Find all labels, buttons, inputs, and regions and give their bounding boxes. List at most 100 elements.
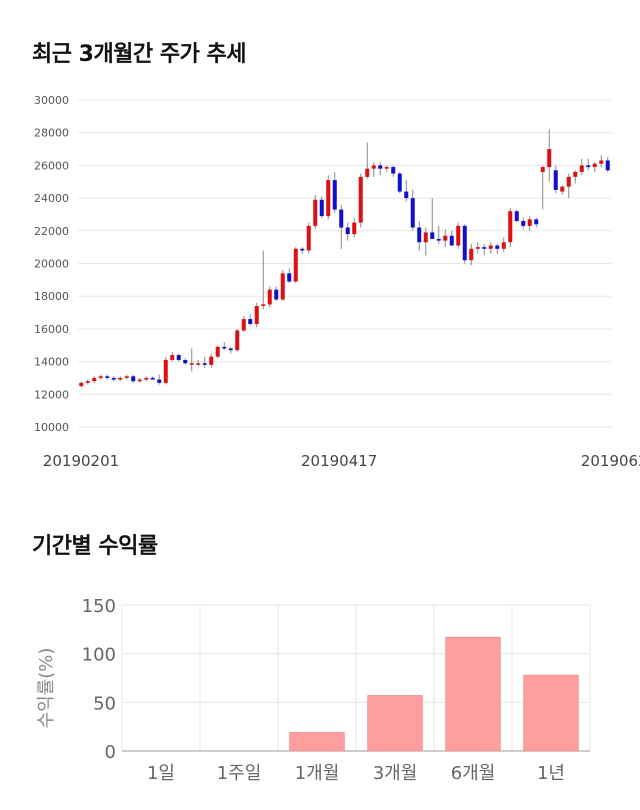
candle-body [430, 232, 435, 239]
candle-body [521, 220, 526, 226]
candle-body [313, 199, 318, 226]
candle-body [527, 219, 532, 226]
candle-body [92, 377, 97, 382]
candle [163, 356, 168, 385]
candle-body [482, 247, 487, 249]
candle [527, 216, 532, 231]
candle-body [371, 165, 376, 169]
candle-body [241, 319, 246, 331]
candle [131, 374, 136, 383]
candle-body [352, 222, 357, 235]
candle [521, 217, 526, 230]
candle-body [196, 363, 201, 365]
returns-bar [289, 732, 345, 752]
returns-grid [121, 604, 591, 752]
candle-body [475, 247, 480, 249]
candle-body [326, 180, 331, 217]
candle [92, 376, 97, 383]
candle [98, 374, 103, 380]
candle-body [586, 165, 591, 168]
candle [514, 209, 519, 223]
candle [306, 222, 311, 254]
returns-y-axis: 0 50 100 150 [82, 596, 116, 763]
candle-body [339, 209, 344, 228]
candle [261, 250, 266, 310]
candle [150, 376, 155, 380]
candle-body [319, 199, 324, 217]
candle [85, 379, 90, 385]
returns-bar [523, 674, 579, 752]
candle [371, 162, 376, 177]
candle [228, 346, 233, 354]
candle [189, 348, 194, 372]
candle-body [384, 167, 389, 169]
candle [287, 268, 292, 284]
returns-x-tick-label: 3개월 [373, 763, 418, 784]
candle [417, 220, 422, 251]
candlestick-y-tick-label: 28000 [34, 127, 69, 140]
candle [137, 377, 142, 383]
candle-body [267, 289, 272, 305]
candlestick-chart: 10000 12000 14000 16000 18000 20000 22000 24000… [34, 94, 640, 470]
candle-body [599, 160, 604, 164]
candle [540, 165, 545, 210]
candle [176, 353, 181, 362]
candle-body [144, 377, 149, 380]
candlestick-grid [78, 99, 611, 428]
candle-body [508, 211, 513, 243]
candle-body [176, 355, 181, 360]
returns-bars [289, 636, 579, 752]
candle-body [540, 167, 545, 172]
candle [501, 237, 506, 253]
candle [345, 222, 350, 241]
candle [267, 286, 272, 308]
returns-y-tick-label: 0 [105, 742, 116, 763]
candle-body [566, 176, 571, 187]
candle [124, 374, 129, 380]
candle [274, 286, 279, 302]
candle-body [443, 235, 448, 241]
candle-body [332, 180, 337, 210]
candlestick-x-axis: 20190201 20190417 20190628 [43, 452, 640, 470]
candle [332, 171, 337, 213]
candle [254, 302, 259, 328]
candle-body [423, 232, 428, 243]
candle-body [358, 176, 363, 223]
candle [248, 314, 253, 326]
candle-body [105, 376, 110, 378]
candle [215, 345, 220, 359]
returns-bar [367, 695, 423, 752]
candle [592, 162, 597, 172]
candle [319, 196, 324, 218]
candle [378, 162, 383, 176]
candle [183, 358, 188, 365]
candle [105, 374, 110, 380]
candle-body [183, 359, 188, 364]
returns-bar [445, 636, 501, 752]
candle [430, 198, 435, 239]
candlestick-x-tick-label: 20190628 [581, 452, 640, 470]
candle [209, 353, 214, 369]
candle-body [378, 165, 383, 169]
candle [111, 376, 116, 382]
candle-body [202, 363, 207, 365]
candlestick-y-axis: 10000 12000 14000 16000 18000 20000 22000 24000… [34, 94, 69, 434]
price-trend-title: 최근 3개월간 주가 추세 [32, 42, 246, 67]
candle-body [417, 227, 422, 243]
candle [410, 189, 415, 231]
candle [579, 158, 584, 176]
candle [443, 229, 448, 248]
candle-body [365, 168, 370, 177]
candle [222, 341, 227, 351]
candle-body [449, 235, 454, 246]
candle [404, 180, 409, 202]
candle-body [469, 248, 474, 261]
returns-x-tick-label: 1개월 [295, 763, 340, 784]
candle-body [261, 304, 266, 307]
candle-body [124, 376, 129, 378]
candle [586, 158, 591, 171]
candle-body [436, 238, 441, 241]
candle [566, 173, 571, 199]
candle [573, 170, 578, 184]
candle-body [98, 376, 103, 378]
